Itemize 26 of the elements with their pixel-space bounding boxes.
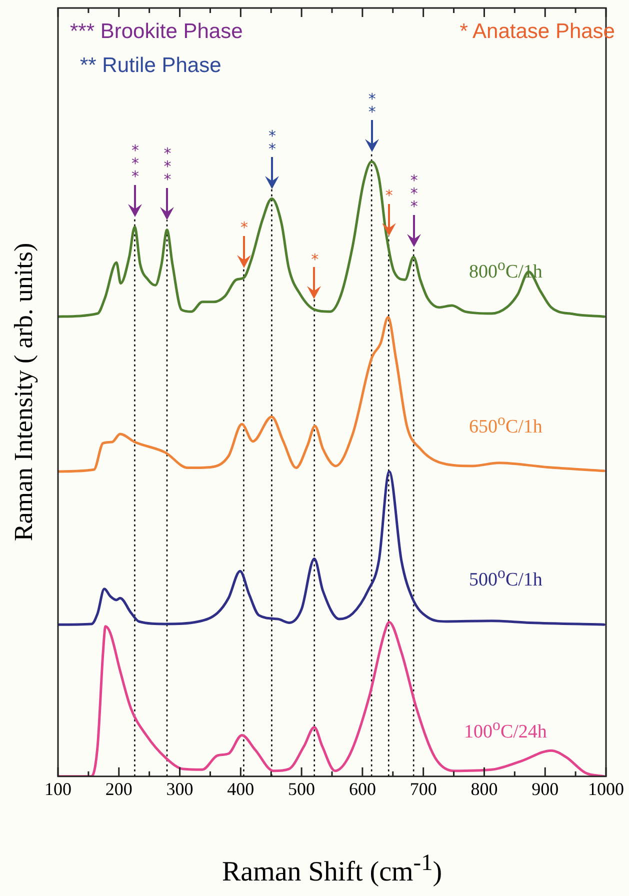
series-label: 800$^{o}$C/1h: [469, 257, 542, 284]
x-tick-label: 100: [44, 778, 72, 799]
x-axis-title: Raman Shift (cm$^{-1}$): [222, 850, 442, 888]
ref-line-label: **: [263, 126, 282, 153]
x-tick-label: 800: [470, 778, 498, 799]
x-tick-label: 600: [348, 778, 376, 799]
ref-line-label: ***: [405, 172, 424, 211]
x-tick-label: 400: [227, 778, 254, 799]
ref-line-label: ***: [158, 144, 176, 184]
ref-line-label: ***: [126, 142, 144, 181]
x-tick-label: 1000: [588, 778, 624, 799]
ref-line-label: *: [306, 250, 324, 264]
x-tick-label: 900: [532, 778, 559, 799]
ref-line-label: *: [235, 218, 254, 232]
text: *** Brookite Phase: [70, 20, 243, 44]
x-tick-label: 700: [410, 778, 437, 799]
series-label: 650$^{o}$C/1h: [469, 412, 542, 438]
y-axis-title: Raman Intensity ( arb. units): [9, 243, 40, 542]
x-tick-label: 200: [105, 778, 132, 799]
series-label: 100$^{o}$C/24h: [464, 717, 547, 744]
ref-line-label: **: [363, 90, 382, 116]
ref-line-label: *: [380, 186, 398, 200]
text: ** Rutile Phase: [80, 54, 222, 78]
x-tick-label: 500: [288, 778, 316, 799]
series-label: 500$^{o}$C/1h: [469, 565, 542, 592]
x-tick-label: 300: [166, 778, 194, 799]
